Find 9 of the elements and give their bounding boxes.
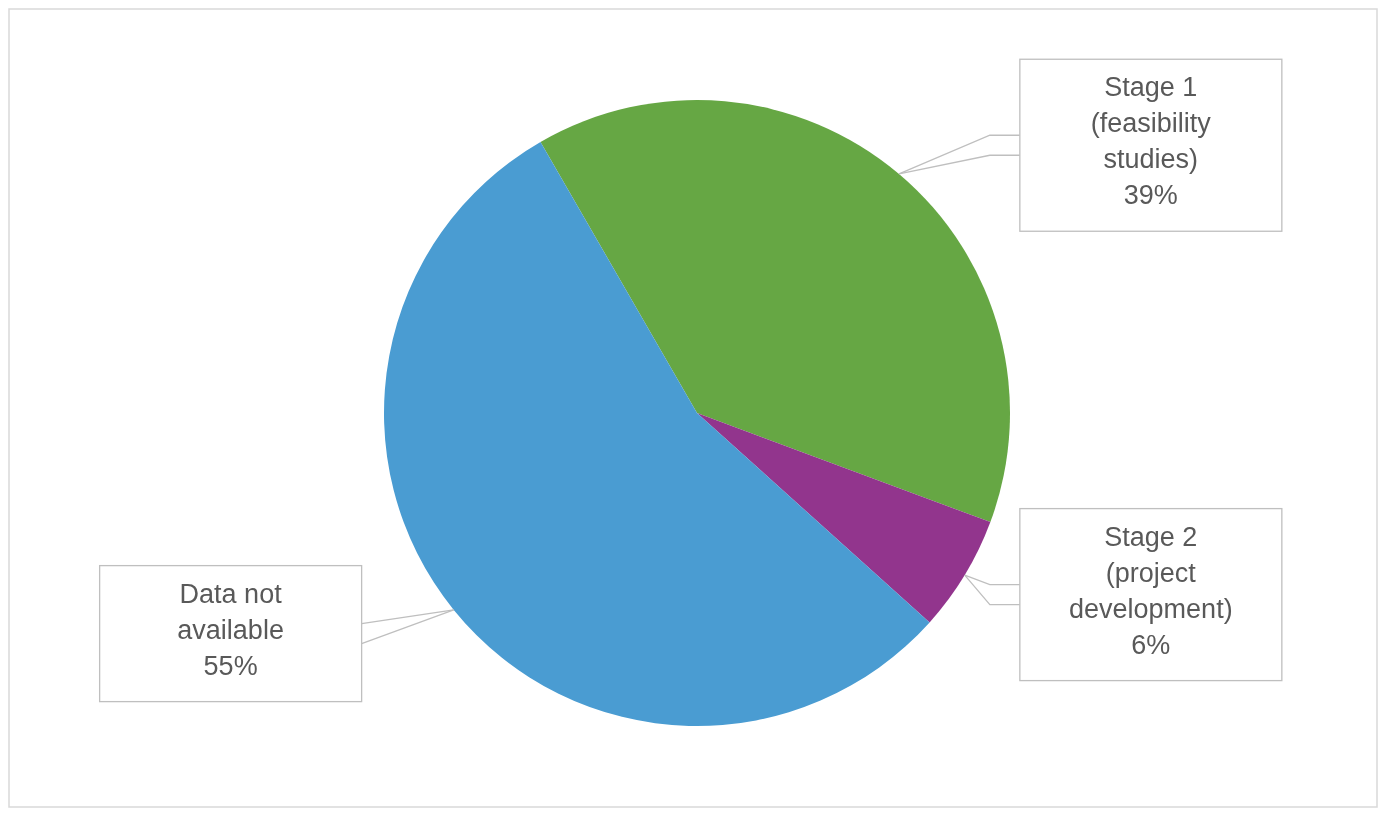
slice-label: Stage 2 (project development)	[1069, 521, 1233, 624]
data-label: 39%	[1123, 180, 1178, 211]
slice-label: Data not available	[177, 578, 284, 645]
pie-slice	[540, 100, 1010, 523]
data-label: 55%	[203, 650, 258, 681]
slice-label: Stage 1 (feasibility studies)	[1090, 72, 1212, 175]
pie-slice	[384, 141, 930, 726]
pie-slice	[697, 413, 991, 623]
data-label: 6%	[1131, 629, 1171, 660]
